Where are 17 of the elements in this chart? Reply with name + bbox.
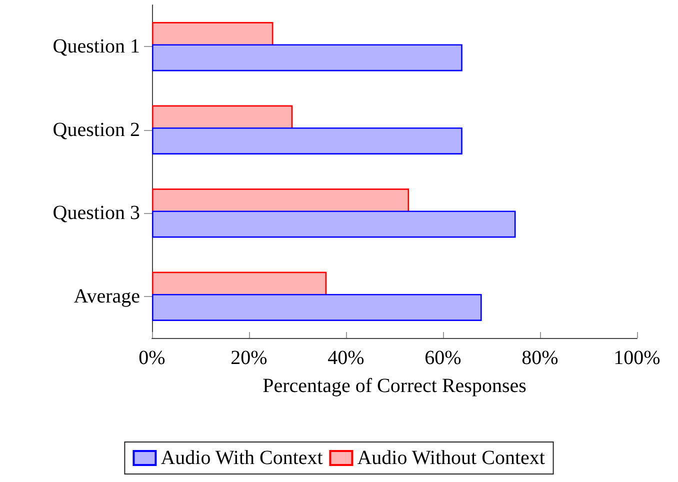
x-tick-label: 40% [328,347,364,369]
x-tick-label: 60% [424,347,462,369]
y-tick-label: Question 3 [52,202,140,224]
x-tick-label: 80% [522,347,558,369]
y-tick-label: Question 2 [52,118,140,141]
legend-label: Audio With Context [160,447,324,469]
x-tick-label: 100% [614,347,660,369]
bar [152,210,516,238]
x-tick-label: 20% [230,347,268,369]
x-axis-title: Percentage of Correct Responses [262,375,527,397]
y-tick-label: Question 1 [52,36,140,58]
legend-label: Audio Without Context [357,447,546,469]
bar [152,294,482,321]
x-tick-label: 0% [138,347,166,369]
bar [152,44,462,72]
y-tick-label: Average [74,285,140,308]
bar [152,127,462,154]
